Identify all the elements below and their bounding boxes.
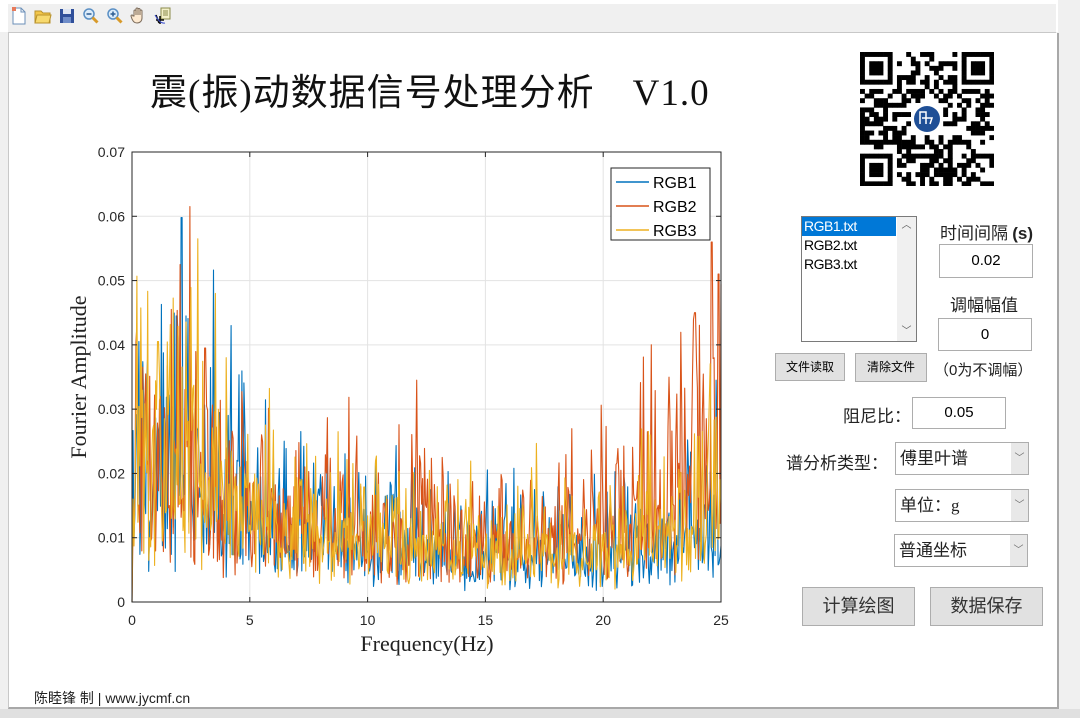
chevron-down-icon: ﹀ xyxy=(1011,443,1028,474)
save-icon[interactable] xyxy=(58,7,76,25)
page-title: 震(振)动数据信号处理分析 V1.0 xyxy=(150,62,710,116)
toolbar-icons xyxy=(10,7,172,25)
scale-amplitude-label: 调幅幅值 xyxy=(950,296,1018,315)
x-axis-label: Frequency(Hz) xyxy=(360,631,493,656)
new-file-icon[interactable] xyxy=(10,7,28,25)
plot-box xyxy=(131,151,722,603)
window-edge xyxy=(1058,0,1080,718)
scale-amplitude-hint: （0为不调幅） xyxy=(934,362,1033,379)
svg-text:20: 20 xyxy=(595,612,611,628)
toolbar-strip xyxy=(8,4,1056,33)
listbox-scrollbar[interactable]: ︿ ﹀ xyxy=(897,217,916,341)
svg-text:0.06: 0.06 xyxy=(98,208,125,224)
open-folder-icon[interactable] xyxy=(34,7,52,25)
svg-text:15: 15 xyxy=(478,612,494,628)
footer-separator: | xyxy=(97,690,102,706)
version-label: V1.0 xyxy=(632,73,710,114)
chart-ticks: 0 5 10 15 20 25 0 0.01 0.02 0.03 0.04 0.05 0.06 0.07 xyxy=(98,144,729,628)
scale-amplitude-input[interactable]: 0 xyxy=(938,318,1032,351)
data-cursor-icon[interactable] xyxy=(154,7,172,25)
qr-code xyxy=(860,52,995,187)
svg-text:0.04: 0.04 xyxy=(98,337,125,353)
svg-text:0.02: 0.02 xyxy=(98,465,125,481)
legend-entry: RGB2 xyxy=(653,199,697,216)
zoom-out-icon[interactable] xyxy=(82,7,100,25)
svg-text:0: 0 xyxy=(128,612,136,628)
fourier-spectrum-chart[interactable]: 0 5 10 15 20 2500.010.020.030.040.050.060.07 … xyxy=(0,0,760,670)
file-list-item[interactable]: RGB1.txt xyxy=(802,217,896,236)
compute-plot-button[interactable]: 计算绘图 xyxy=(802,587,915,626)
title-text: 震(振)动数据信号处理分析 xyxy=(150,73,595,114)
chart-series xyxy=(131,206,722,603)
svg-text:25: 25 xyxy=(713,612,729,628)
series-rgb3 xyxy=(131,238,722,603)
legend-entry: RGB3 xyxy=(653,223,697,240)
scroll-down-icon[interactable]: ﹀ xyxy=(901,326,912,337)
damping-ratio-input[interactable]: 0.05 xyxy=(912,397,1006,429)
unit-select[interactable]: 单位：g ﹀ xyxy=(895,489,1029,522)
chevron-down-icon: ﹀ xyxy=(1011,490,1028,521)
time-interval-label: 时间间隔 (s) xyxy=(940,224,1034,243)
time-interval-input[interactable]: 0.02 xyxy=(939,244,1033,278)
spectrum-type-value: 傅里叶谱 xyxy=(900,449,968,468)
svg-text:10: 10 xyxy=(360,612,376,628)
svg-text:0: 0 xyxy=(117,594,125,610)
scroll-up-icon[interactable]: ︿ xyxy=(901,220,912,231)
file-list-item[interactable]: RGB3.txt xyxy=(804,256,857,272)
y-axis-label: Fourier Amplitude xyxy=(66,295,91,458)
legend-entry: RGB1 xyxy=(653,175,697,192)
footer-credit: 陈睦锋 制 | www.jycmf.cn xyxy=(34,688,190,708)
spectrum-type-select[interactable]: 傅里叶谱 ﹀ xyxy=(895,442,1029,475)
zoom-in-icon[interactable] xyxy=(106,7,124,25)
axis-type-select[interactable]: 普通坐标 ﹀ xyxy=(894,534,1028,567)
svg-text:0.01: 0.01 xyxy=(98,530,125,546)
damping-label: 阻尼比： xyxy=(843,407,911,426)
spectrum-type-label: 谱分析类型： xyxy=(786,454,888,473)
axis-type-value: 普通坐标 xyxy=(899,541,967,560)
svg-text:5: 5 xyxy=(246,612,254,628)
figure-toolbar xyxy=(0,0,1080,33)
svg-text:0.07: 0.07 xyxy=(98,144,125,160)
clear-files-button[interactable]: 清除文件 xyxy=(855,353,927,382)
unit-value: 单位：g xyxy=(900,496,960,515)
window-bottom-edge xyxy=(0,709,1080,718)
chart-legend[interactable]: RGB1 RGB2 RGB3 xyxy=(610,167,711,241)
read-file-button[interactable]: 文件读取 xyxy=(775,353,845,381)
svg-text:0.03: 0.03 xyxy=(98,401,125,417)
pan-hand-icon[interactable] xyxy=(130,7,148,25)
file-list-item[interactable]: RGB2.txt xyxy=(804,237,857,253)
website-link[interactable]: www.jycmf.cn xyxy=(105,690,191,706)
file-listbox[interactable]: RGB1.txt RGB2.txt RGB3.txt ︿ ﹀ xyxy=(801,216,917,342)
chevron-down-icon: ﹀ xyxy=(1010,535,1027,566)
save-data-button[interactable]: 数据保存 xyxy=(930,587,1043,626)
author-label: 陈睦锋 制 xyxy=(34,690,94,706)
svg-text:0.05: 0.05 xyxy=(98,273,125,289)
